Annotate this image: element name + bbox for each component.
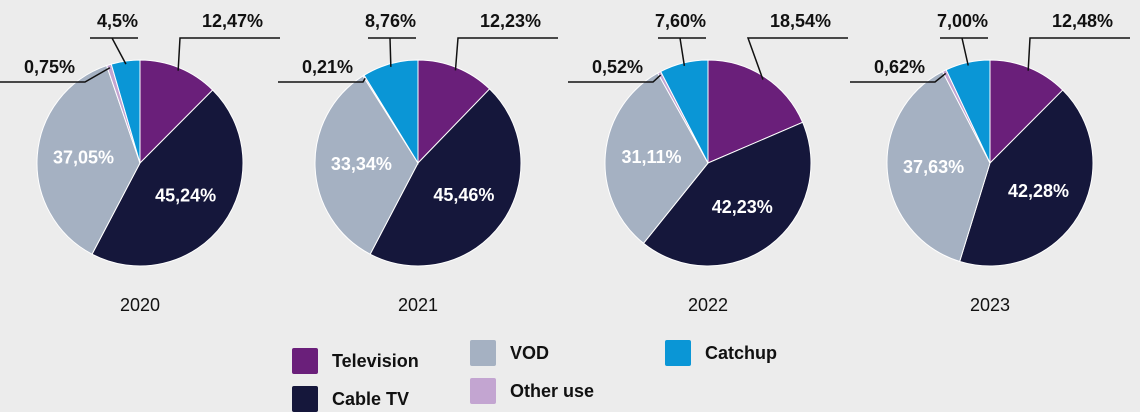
slice-label: 4,5% — [97, 11, 138, 31]
legend-label: Television — [332, 351, 419, 371]
slice-label: 31,11% — [622, 147, 682, 167]
leader-line — [658, 37, 706, 67]
legend-label: Other use — [510, 381, 594, 401]
slice-label: 7,60% — [655, 11, 706, 31]
slice-label: 18,54% — [770, 11, 831, 31]
pie-slice — [369, 88, 522, 267]
slice-label: 12,48% — [1052, 11, 1113, 31]
leader-line — [278, 77, 366, 83]
leader-line — [746, 37, 848, 80]
slice-label: 42,23% — [712, 197, 773, 217]
pie-slice — [989, 59, 1064, 165]
legend-swatch — [665, 340, 691, 366]
slice-label: 12,23% — [480, 11, 541, 31]
pie-slice — [959, 89, 1094, 267]
pie-slice — [139, 59, 214, 165]
slice-label: 37,63% — [903, 157, 964, 177]
slice-label: 0,62% — [874, 57, 925, 77]
leader-line — [177, 37, 280, 71]
slice-label: 8,76% — [365, 11, 416, 31]
leader-line — [0, 67, 111, 83]
pie-slice — [36, 64, 141, 255]
leader-line — [368, 37, 416, 67]
slice-label: 45,24% — [155, 185, 216, 205]
pie-slice — [417, 59, 491, 165]
slice-label: 0,75% — [24, 57, 75, 77]
legend-label: Catchup — [705, 343, 777, 363]
leader-line — [454, 37, 558, 71]
pie-slice — [110, 59, 141, 164]
slice-label: 12,47% — [202, 11, 263, 31]
pie-slice — [91, 89, 244, 267]
slice-label: 45,46% — [433, 185, 494, 205]
slice-label: 0,52% — [592, 57, 643, 77]
slice-label: 0,21% — [302, 57, 353, 77]
leader-line — [850, 72, 947, 83]
pie-slice — [314, 75, 419, 255]
legend-label: VOD — [510, 343, 549, 363]
slice-label: 42,28% — [1008, 181, 1069, 201]
legend-swatch — [470, 340, 496, 366]
leader-line — [940, 37, 988, 66]
slice-label: 33,34% — [331, 154, 392, 174]
leader-line — [568, 74, 662, 83]
pie-title: 2022 — [688, 295, 728, 315]
pie-title: 2021 — [398, 295, 438, 315]
pie-slice — [642, 121, 812, 267]
legend-label: Cable TV — [332, 389, 409, 409]
legend-swatch — [470, 378, 496, 404]
slice-label: 37,05% — [53, 147, 114, 167]
pie-slice — [886, 70, 991, 263]
slice-label: 7,00% — [937, 11, 988, 31]
pie-slice — [604, 72, 709, 245]
pie-title: 2023 — [970, 295, 1010, 315]
legend-swatch — [292, 386, 318, 412]
legend-swatch — [292, 348, 318, 374]
pie-slice — [707, 59, 804, 164]
leader-line — [1027, 37, 1130, 71]
leader-line — [90, 37, 138, 65]
pie-title: 2020 — [120, 295, 160, 315]
